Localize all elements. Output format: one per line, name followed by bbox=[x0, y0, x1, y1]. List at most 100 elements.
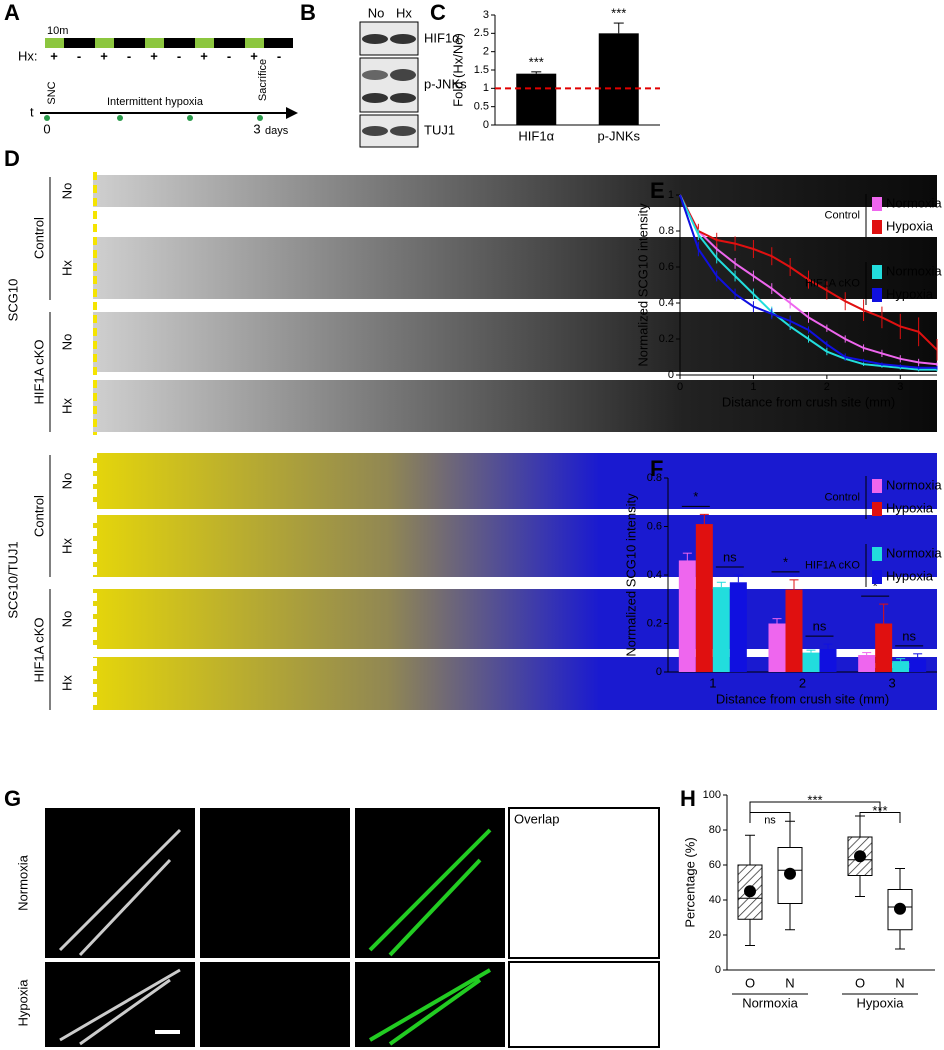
y-axis-label: Percentage (%) bbox=[682, 837, 697, 927]
legend-label: Hypoxia bbox=[886, 568, 934, 583]
bar bbox=[785, 589, 803, 672]
significance: * bbox=[873, 579, 878, 594]
y-axis-label: Normalized SCG10 intensity bbox=[623, 493, 638, 657]
nerve-images bbox=[49, 172, 937, 712]
condition-label: No bbox=[59, 611, 74, 628]
panel-letter: F bbox=[650, 456, 663, 481]
line bbox=[679, 194, 938, 366]
bar bbox=[678, 560, 696, 672]
y-tick-label: 2.5 bbox=[474, 27, 489, 39]
vessel-images bbox=[45, 807, 660, 1048]
bar bbox=[819, 648, 837, 672]
hx-sign: - bbox=[127, 48, 131, 63]
blot-column: No bbox=[368, 5, 385, 20]
y-tick-label: 20 bbox=[709, 929, 721, 941]
x-tick-label: 1 bbox=[750, 381, 756, 393]
panel-letter: B bbox=[300, 0, 316, 25]
time-tick: 0 bbox=[43, 121, 50, 136]
group-label: Hypoxia bbox=[857, 995, 905, 1010]
genotype-label: HIF1A cKO bbox=[31, 617, 46, 682]
y-tick-label: 3 bbox=[483, 9, 489, 21]
bar bbox=[516, 73, 557, 125]
panel-letter: A bbox=[4, 0, 20, 25]
hx-sign: + bbox=[100, 48, 108, 63]
significance: * bbox=[693, 489, 698, 504]
group-label: Normoxia bbox=[742, 995, 798, 1010]
event-label: SNC bbox=[46, 81, 58, 104]
legend-swatch bbox=[872, 479, 882, 493]
line bbox=[679, 194, 937, 369]
stain-label: SCG10/TUJ1 bbox=[5, 541, 20, 618]
condition-label: No bbox=[59, 183, 74, 200]
y-tick-label: 0.2 bbox=[647, 617, 662, 629]
y-tick-label: 2 bbox=[483, 46, 489, 58]
legend-group: HIF1A cKO bbox=[805, 277, 860, 289]
hx-sign: - bbox=[77, 48, 81, 63]
panel-letter: C bbox=[430, 0, 446, 25]
bar bbox=[892, 661, 910, 672]
bar bbox=[729, 582, 747, 672]
comparison-bracket bbox=[749, 812, 791, 823]
legend-label: Hypoxia bbox=[886, 218, 934, 233]
legend-swatch bbox=[872, 288, 882, 302]
condition-label: Hx bbox=[59, 398, 74, 414]
x-tick-label: 0 bbox=[677, 381, 683, 393]
y-axis-label: Fold (Hx/No) bbox=[450, 33, 465, 107]
x-axis-label: Distance from crush site (mm) bbox=[722, 394, 895, 409]
panel-letter: D bbox=[4, 146, 20, 171]
legend-swatch bbox=[872, 547, 882, 561]
x-tick-label: HIF1α bbox=[518, 128, 554, 143]
y-tick-label: 40 bbox=[709, 894, 721, 906]
panel-letter: E bbox=[650, 178, 665, 203]
legend-label: Hypoxia bbox=[886, 286, 934, 301]
legend-swatch bbox=[872, 220, 882, 234]
line bbox=[679, 194, 937, 371]
bar bbox=[598, 33, 639, 126]
hx-sign: + bbox=[200, 48, 208, 63]
timeline-bar bbox=[45, 38, 293, 48]
legend-label: Normoxia bbox=[886, 263, 942, 278]
legend-group: Control bbox=[825, 209, 860, 221]
mean bbox=[894, 902, 906, 915]
y-tick-label: 1 bbox=[483, 82, 489, 94]
comparison-label: *** bbox=[872, 803, 887, 818]
box-label: O bbox=[855, 975, 865, 990]
line bbox=[679, 194, 938, 351]
condition-label: No bbox=[59, 473, 74, 490]
box-label: N bbox=[785, 975, 794, 990]
hypoxia-segments bbox=[45, 38, 264, 48]
box bbox=[737, 864, 763, 920]
panel-letter: H bbox=[680, 786, 696, 811]
time-tick: 3 bbox=[253, 121, 260, 136]
genotype-label: Control bbox=[31, 495, 46, 537]
y-tick-label: 80 bbox=[709, 824, 721, 836]
bar bbox=[802, 652, 820, 672]
significance: *** bbox=[529, 54, 544, 69]
hx-sign: + bbox=[250, 48, 258, 63]
y-tick-label: 0.6 bbox=[659, 261, 674, 273]
x-tick-label: 3 bbox=[889, 675, 896, 690]
arrow bbox=[286, 107, 298, 119]
comparison-bracket bbox=[749, 801, 881, 813]
blot-column: Hx bbox=[396, 5, 412, 20]
significance: * bbox=[783, 554, 788, 569]
hx-sign: + bbox=[50, 48, 58, 63]
y-tick-label: 0.4 bbox=[659, 297, 674, 309]
comparison-bracket bbox=[859, 812, 901, 823]
y-tick-label: 0.6 bbox=[647, 520, 662, 532]
legend-label: Hypoxia bbox=[886, 500, 934, 515]
y-tick-label: 0 bbox=[668, 369, 674, 381]
blot-label: TUJ1 bbox=[424, 122, 455, 137]
x-tick-label: p-JNKs bbox=[597, 128, 640, 143]
significance: ns bbox=[813, 619, 827, 634]
event-label: Sacrifice bbox=[257, 59, 269, 101]
genotype-label: HIF1A cKO bbox=[31, 339, 46, 404]
time-markers bbox=[44, 115, 263, 121]
y-tick-label: 100 bbox=[703, 789, 721, 801]
hx-label: Hx: bbox=[18, 48, 38, 63]
blots bbox=[359, 21, 419, 148]
condition-label: Hx bbox=[59, 675, 74, 691]
bar bbox=[875, 623, 893, 672]
comparison-label: ns bbox=[764, 814, 776, 826]
